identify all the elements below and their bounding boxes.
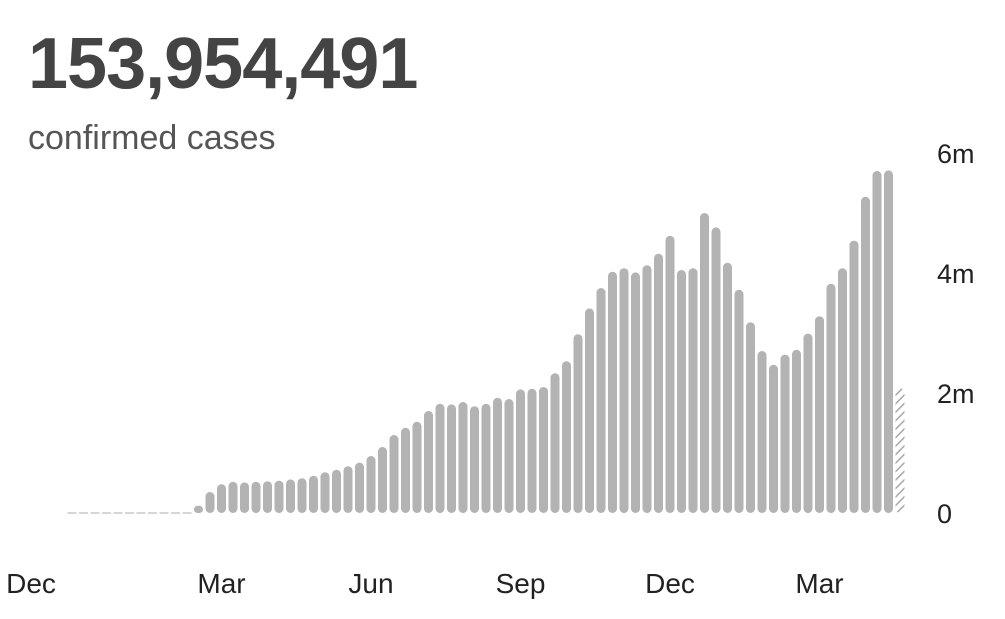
bar bbox=[826, 283, 836, 513]
y-tick-label: 6m bbox=[937, 139, 975, 169]
bar bbox=[263, 481, 272, 513]
bar bbox=[332, 469, 341, 513]
bar bbox=[815, 316, 824, 513]
bar bbox=[861, 196, 870, 514]
total-cases-label: confirmed cases bbox=[28, 119, 276, 157]
partial-bar bbox=[895, 388, 905, 513]
bar bbox=[217, 484, 226, 513]
x-tick-label: Sep bbox=[496, 568, 546, 599]
bar bbox=[435, 403, 445, 513]
bar bbox=[838, 268, 847, 513]
bar bbox=[631, 272, 640, 513]
bar bbox=[274, 480, 284, 513]
bar bbox=[780, 354, 790, 513]
bars-group bbox=[67, 170, 905, 514]
bar bbox=[711, 227, 721, 513]
bar bbox=[642, 265, 652, 513]
bar bbox=[550, 373, 560, 513]
bar bbox=[447, 404, 456, 513]
y-axis: 0 2m 4m 6m bbox=[937, 139, 975, 529]
bar bbox=[757, 351, 767, 513]
bar bbox=[309, 475, 318, 513]
bar bbox=[516, 389, 525, 513]
bar bbox=[228, 481, 238, 513]
bar bbox=[378, 447, 387, 513]
bar bbox=[424, 411, 433, 513]
bar bbox=[734, 289, 744, 513]
bar bbox=[527, 388, 537, 513]
bar bbox=[619, 268, 629, 513]
bar bbox=[608, 271, 617, 513]
bar bbox=[401, 427, 410, 513]
bar bbox=[849, 240, 859, 513]
bar bbox=[665, 235, 675, 514]
x-tick-label: Mar bbox=[197, 568, 245, 599]
y-tick-label: 2m bbox=[937, 379, 975, 409]
bar bbox=[366, 456, 376, 513]
x-tick-label: Jun bbox=[348, 568, 393, 599]
x-tick-label: Dec bbox=[6, 568, 56, 599]
y-tick-label: 0 bbox=[937, 499, 952, 529]
bar bbox=[240, 482, 249, 513]
bar bbox=[677, 270, 686, 513]
bar bbox=[504, 399, 514, 513]
bar bbox=[539, 387, 548, 513]
bar bbox=[746, 322, 755, 513]
bar bbox=[389, 435, 399, 513]
bar bbox=[803, 333, 813, 513]
bar bbox=[343, 466, 353, 513]
bar bbox=[573, 334, 583, 513]
bar bbox=[562, 361, 571, 513]
bar bbox=[596, 288, 606, 513]
y-tick-label: 4m bbox=[937, 259, 975, 289]
x-tick-label: Mar bbox=[795, 568, 843, 599]
bar bbox=[792, 349, 801, 513]
bar bbox=[320, 472, 330, 513]
bar bbox=[481, 403, 491, 513]
bar bbox=[412, 421, 422, 513]
total-cases-count: 153,954,491 bbox=[28, 24, 418, 104]
bar bbox=[585, 308, 594, 513]
bar bbox=[872, 171, 882, 513]
bar bbox=[769, 364, 778, 513]
bar bbox=[723, 262, 732, 513]
bar bbox=[884, 170, 893, 513]
bar bbox=[205, 492, 215, 513]
bar bbox=[286, 479, 295, 513]
bar bbox=[688, 268, 698, 513]
bar bbox=[251, 481, 261, 513]
bar bbox=[458, 402, 468, 513]
bar bbox=[194, 505, 203, 513]
bar bbox=[700, 213, 709, 513]
bar bbox=[355, 462, 364, 513]
x-tick-label: Dec bbox=[645, 568, 695, 599]
bar bbox=[470, 406, 479, 513]
bar bbox=[297, 478, 307, 513]
bar bbox=[654, 253, 663, 514]
x-axis: Dec Mar Jun Sep Dec Mar bbox=[6, 568, 844, 599]
bar bbox=[493, 397, 502, 513]
